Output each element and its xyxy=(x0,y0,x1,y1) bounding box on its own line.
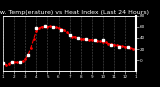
Title: Milw. Temp(erature) vs Heat Index (Last 24 Hours): Milw. Temp(erature) vs Heat Index (Last … xyxy=(0,10,149,15)
